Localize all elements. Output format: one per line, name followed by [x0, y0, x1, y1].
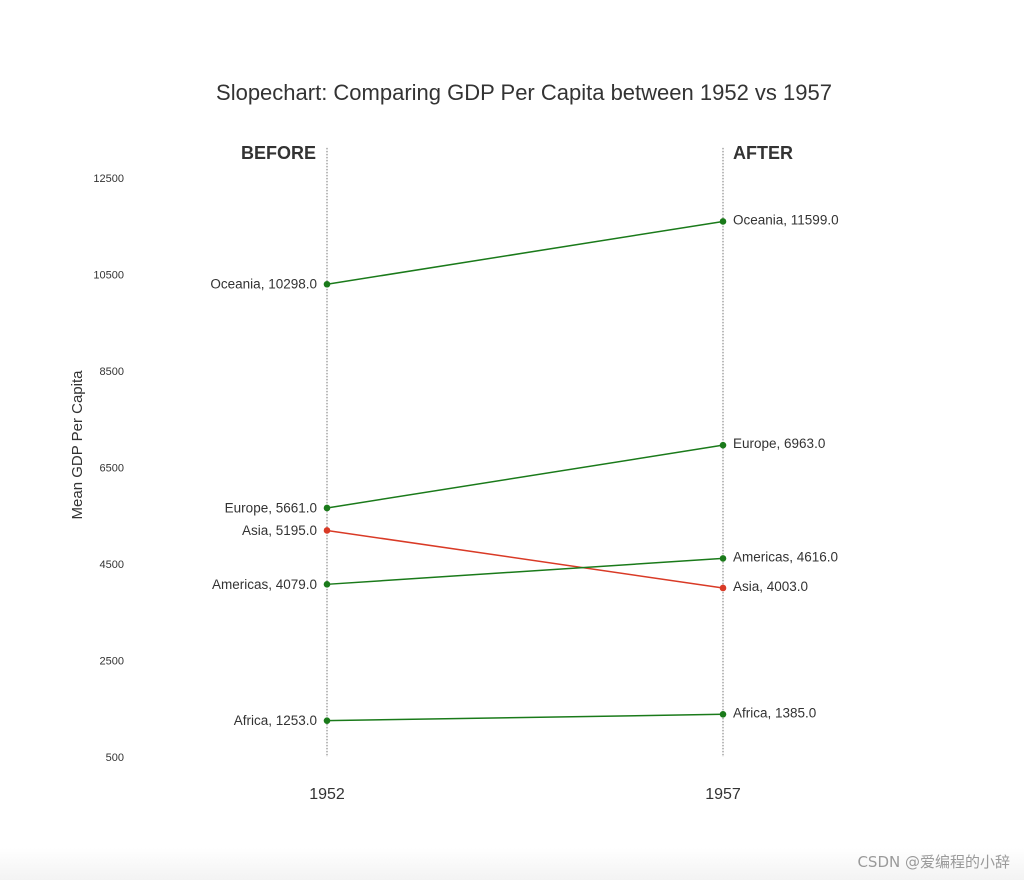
series-group: Oceania, 10298.0 Oceania, 11599.0 Europe, …	[210, 212, 838, 728]
series-americas: Americas, 4079.0 Americas, 4616.0	[212, 549, 838, 591]
slope-line-oceania	[326, 220, 724, 285]
point-asia-1952	[323, 527, 331, 534]
label-americas-1957: Americas, 4616.0	[733, 549, 838, 564]
series-oceania: Oceania, 10298.0 Oceania, 11599.0	[210, 212, 838, 291]
point-americas-1952	[323, 581, 331, 588]
y-tick-label: 500	[106, 752, 124, 764]
point-europe-1957	[719, 441, 727, 449]
y-tick-label: 12500	[93, 173, 124, 185]
y-tick-label: 4500	[100, 559, 124, 571]
slope-line-americas	[326, 557, 724, 586]
slope-line-asia	[326, 529, 724, 589]
label-africa-1957: Africa, 1385.0	[733, 705, 816, 720]
point-africa-1957	[719, 710, 727, 718]
point-oceania-1957	[719, 218, 727, 225]
header-before: BEFORE	[241, 143, 316, 163]
slope-line-africa	[326, 713, 724, 722]
header-after: AFTER	[733, 143, 793, 163]
x-tick-label: 1957	[705, 786, 741, 803]
point-africa-1952	[323, 717, 331, 724]
y-axis-ticks: 500 2500 4500 6500 8500 10500 12500	[93, 173, 124, 764]
label-asia-1957: Asia, 4003.0	[733, 579, 808, 594]
series-asia: Asia, 5195.0 Asia, 4003.0	[242, 523, 808, 594]
x-axis-ticks: 1952 1957	[309, 786, 741, 803]
y-tick-label: 6500	[100, 463, 124, 475]
point-americas-1957	[719, 555, 727, 562]
label-americas-1952: Americas, 4079.0	[212, 577, 317, 592]
point-oceania-1952	[323, 280, 331, 288]
bottom-bar	[0, 848, 1024, 880]
y-tick-label: 2500	[100, 656, 124, 668]
label-africa-1952: Africa, 1253.0	[234, 713, 317, 728]
guide-lines	[326, 147, 724, 757]
y-tick-label: 10500	[93, 270, 124, 282]
slope-line-europe	[326, 444, 724, 509]
label-oceania-1952: Oceania, 10298.0	[210, 277, 317, 292]
series-africa: Africa, 1253.0 Africa, 1385.0	[234, 705, 817, 728]
chart-title: Slopechart: Comparing GDP Per Capita bet…	[216, 80, 832, 105]
point-asia-1957	[719, 584, 727, 592]
y-axis-label: Mean GDP Per Capita	[69, 370, 86, 520]
watermark: CSDN @爱编程的小辞	[857, 853, 1010, 871]
series-europe: Europe, 5661.0 Europe, 6963.0	[225, 436, 826, 515]
label-oceania-1957: Oceania, 11599.0	[733, 212, 839, 227]
label-europe-1952: Europe, 5661.0	[225, 500, 317, 515]
point-europe-1952	[323, 504, 331, 512]
label-europe-1957: Europe, 6963.0	[733, 436, 825, 451]
label-asia-1952: Asia, 5195.0	[242, 523, 317, 538]
x-tick-label: 1952	[309, 786, 345, 803]
y-tick-label: 8500	[100, 366, 124, 378]
